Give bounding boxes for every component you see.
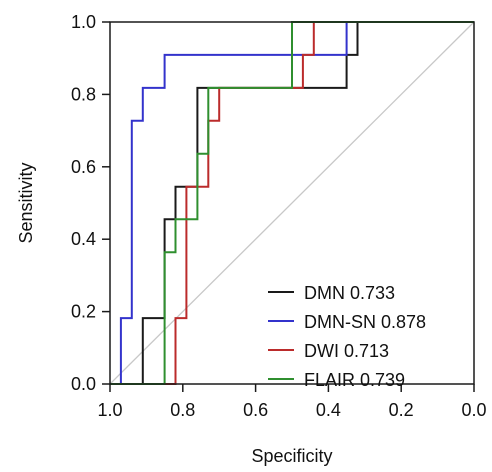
x-tick-label: 0.8 xyxy=(170,400,195,420)
y-tick-label: 0.0 xyxy=(71,374,96,394)
legend-label: DMN 0.733 xyxy=(304,283,395,303)
x-tick-label: 0.2 xyxy=(389,400,414,420)
x-tick-label: 0.4 xyxy=(316,400,341,420)
x-axis-label: Specificity xyxy=(251,446,332,466)
x-tick-label: 1.0 xyxy=(97,400,122,420)
roc-curve-1 xyxy=(110,21,474,385)
legend: DMN 0.733 DMN-SN 0.878 DWI 0.713 FLAIR 0.73… xyxy=(268,283,426,390)
plot-frame xyxy=(109,21,475,385)
legend-label: DMN-SN 0.878 xyxy=(304,312,426,332)
x-tick-label: 0.0 xyxy=(461,400,486,420)
reference-diagonal-line xyxy=(109,21,475,385)
y-tick-label: 1.0 xyxy=(71,12,96,32)
x-tick-label: 0.6 xyxy=(243,400,268,420)
y-tick-label: 0.4 xyxy=(71,229,96,249)
y-axis-label: Sensitivity xyxy=(16,162,36,243)
roc-curve-2 xyxy=(110,21,474,385)
legend-label: DWI 0.713 xyxy=(304,341,389,361)
y-tick-label: 0.6 xyxy=(71,157,96,177)
plot-area xyxy=(109,21,475,385)
roc-curve-3 xyxy=(110,21,474,385)
y-tick-label: 0.8 xyxy=(71,84,96,104)
legend-label: FLAIR 0.739 xyxy=(304,370,405,390)
axes: 1.0 0.8 0.6 0.4 0.2 0.0 0.0 0.2 0.4 0.6 0.8 1.0 xyxy=(71,12,487,420)
y-tick-label: 0.2 xyxy=(71,302,96,322)
